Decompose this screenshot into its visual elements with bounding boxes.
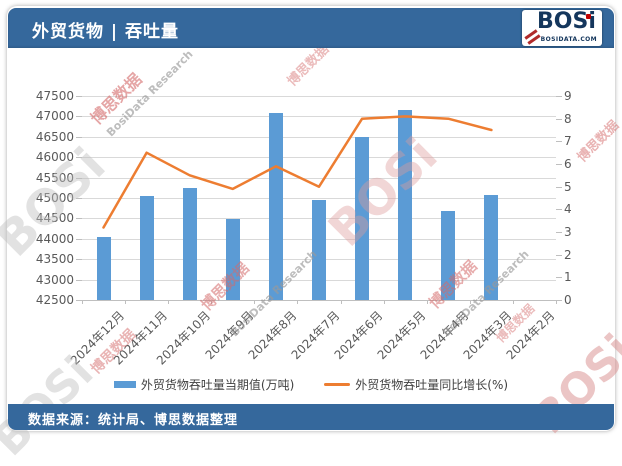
y-axis-left-tick-label: 43000 [35,272,74,287]
x-axis-tick [297,300,299,304]
y-axis-right-tick-label: 2 [564,247,572,262]
y-axis-left-tick-label: 46500 [35,129,74,144]
bar [484,194,499,300]
y-axis-left-tick [76,300,82,301]
y-axis-left-tick [76,218,82,220]
y-axis-left-tick-label: 46000 [35,150,74,165]
y-axis-left-tick [76,157,82,159]
x-axis-tick [383,300,385,304]
y-axis-right-tick-label: 6 [564,157,572,171]
y-axis-left-tick-label: 47000 [35,109,74,124]
y-axis-left-tick [76,96,82,97]
y-axis-right-tick-label: 1 [564,270,572,285]
bar-series-swatch-icon [113,381,136,388]
x-axis-tick [254,300,256,304]
y-axis-right-tick-label: 7 [564,134,572,149]
x-axis-line [82,300,557,301]
y-axis-right-tick [556,118,562,120]
legend-item-line-series: 外贸货物吞吐量同比增长(%) [324,376,508,393]
y-axis-left-tick-label: 42500 [35,293,74,307]
legend-item-bar-series: 外贸货物吞吐量当期值(万吨) [113,376,295,393]
y-axis-left-tick [76,259,82,261]
x-axis-tick [340,300,342,304]
y-axis-right-tick-label: 8 [564,111,572,126]
grid-line [82,116,556,118]
bar [441,210,456,300]
bar [96,236,111,300]
x-axis-tick [469,300,471,304]
chart-legend: 外贸货物吞吐量当期值(万吨) 外贸货物吞吐量同比增长(%) [0,376,622,393]
x-axis-tick [556,300,557,304]
grid-line [82,177,556,179]
x-axis-tick [168,300,170,304]
x-axis-tick [82,300,83,304]
bosi-logo: BOSi BOSIDATA.COM [522,9,602,46]
y-axis-right-tick-label: 9 [564,89,572,103]
bar [225,219,240,300]
y-axis-right-tick [556,141,562,143]
x-axis-tick [426,300,428,304]
y-axis-right-tick [556,164,562,165]
y-axis-left-tick [76,177,82,179]
y-axis-right-tick [556,277,562,279]
grid-line [82,157,556,159]
x-axis-tick [512,300,514,304]
grid-line [82,136,556,138]
bosi-logo-domain: BOSIDATA.COM [540,36,597,43]
y-axis-left-tick-label: 47500 [35,89,74,103]
y-axis-right-tick [556,254,562,256]
y-axis-left-tick [76,198,82,199]
line-series-swatch-icon [324,383,351,386]
x-axis-tick [211,300,213,304]
line-series-label: 外贸货物吞吐量同比增长(%) [355,378,509,392]
y-axis-left-tick [76,116,82,118]
x-axis-tick [125,300,127,304]
bar [139,195,154,300]
y-axis-right-tick [556,232,562,233]
y-axis-right-tick [556,186,562,188]
grid-line [82,96,556,97]
bar [398,110,413,300]
bosi-logo-wordmark: BOSi [537,9,596,34]
growth-line-series [102,115,493,229]
y-axis-left-tick-label: 44500 [35,211,74,226]
y-axis-left-tick-label: 44000 [35,231,74,246]
chart-plot-area: 42500 43000 43500 44000 44500 45000 45500 46000… [35,89,572,368]
bar [312,200,326,300]
y-axis-left-tick-label: 45500 [35,170,74,185]
y-axis-right-tick [556,96,562,97]
y-axis-left-tick [76,279,82,281]
y-axis-right-tick [556,209,562,211]
y-axis-left-tick [76,238,82,240]
bar [268,113,283,300]
y-axis-left-tick-label: 43500 [35,252,74,267]
y-axis-left-tick [76,136,82,138]
bar-series-label: 外贸货物吞吐量当期值(万吨) [140,378,295,392]
y-axis-right-tick-label: 5 [564,179,572,194]
bar [355,136,370,300]
header-banner: 外贸货物 | 吞吐量 BOSi BOSIDATA.COM [8,8,614,48]
y-axis-right-tick-label: 3 [564,225,572,239]
y-axis-right-tick-label: 0 [564,293,572,307]
data-source-text: 数据来源：统计局、博思数据整理 [28,413,239,428]
y-axis-left-tick-label: 45000 [35,191,74,205]
source-bar: 数据来源：统计局、博思数据整理 [8,404,614,430]
page-title: 外贸货物 | 吞吐量 [32,22,180,42]
bar [182,187,197,300]
y-axis-right-tick [556,300,562,301]
y-axis-right-tick-label: 4 [564,202,572,217]
bosi-logo-red-dot-icon [586,14,591,19]
